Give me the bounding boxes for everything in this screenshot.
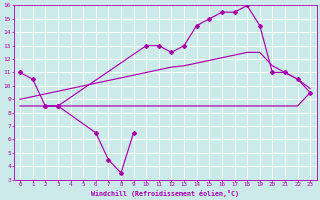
X-axis label: Windchill (Refroidissement éolien,°C): Windchill (Refroidissement éolien,°C) <box>91 190 239 197</box>
